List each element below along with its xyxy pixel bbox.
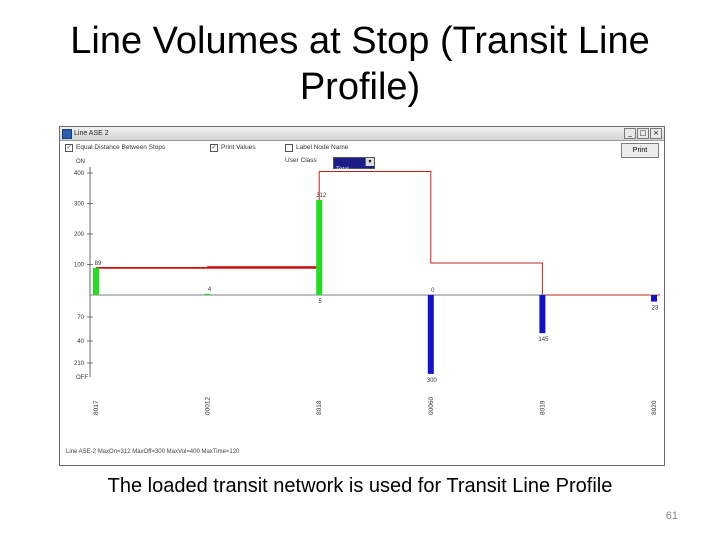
app-icon (62, 129, 72, 139)
minimize-button[interactable]: _ (624, 128, 636, 139)
stop-label: 00012 (205, 397, 212, 415)
off-value-label: 23 (652, 306, 659, 312)
window-titlebar[interactable]: Line ASE 2 _ □ × (60, 127, 664, 141)
option-equal-distance-label: Equal Distance Between Stops (76, 144, 166, 151)
on-value-label: 4 (208, 287, 212, 293)
on-bar (204, 293, 211, 295)
checkbox-unchecked-icon[interactable] (285, 143, 293, 152)
slide-title: Line Volumes at Stop (Transit Line Profi… (20, 18, 700, 110)
window-controls: _ □ × (624, 128, 662, 139)
off-bar (427, 295, 434, 374)
y-axis-title-on: ON (76, 159, 85, 165)
user-class-select[interactable]: Total (333, 157, 375, 173)
option-print-values[interactable]: ✓ Print Values (210, 143, 256, 152)
off-value-label: 5 (319, 299, 323, 305)
stop-label: 8017 (93, 400, 100, 415)
option-equal-distance[interactable]: ✓ Equal Distance Between Stops (65, 143, 165, 152)
y-axis-title-off: OFF (76, 375, 88, 381)
status-footer: Line ASE-2 MaxOn=312 MaxOff=300 MaxVol=4… (66, 449, 240, 455)
stop-label: 8019 (539, 400, 546, 415)
off-value-label: 145 (538, 337, 549, 343)
option-label-node-name-label: Label Node Name (296, 144, 349, 151)
print-button[interactable]: Print (621, 143, 659, 158)
user-class-label: User Class (285, 157, 317, 164)
stop-label: 8018 (316, 400, 323, 415)
slide-title-line1: Line Volumes at Stop (Transit Line (70, 20, 650, 62)
option-print-values-label: Print Values (221, 144, 256, 151)
maximize-button[interactable]: □ (637, 128, 649, 139)
slide-caption: The loaded transit network is used for T… (107, 475, 613, 497)
on-bar (316, 199, 323, 295)
close-button[interactable]: × (650, 128, 662, 139)
y-tick-label: 210 (74, 361, 85, 367)
on-value-label: 0 (431, 288, 435, 294)
y-tick-label: 70 (77, 315, 84, 321)
page-number: 61 (665, 510, 678, 522)
checkbox-checked-icon[interactable]: ✓ (210, 143, 218, 152)
slide-title-line2: Profile) (299, 66, 421, 108)
y-tick-label: 200 (74, 232, 85, 238)
off-bar (651, 295, 657, 302)
stop-label: 8020 (651, 400, 658, 415)
checkbox-checked-icon[interactable]: ✓ (65, 143, 73, 152)
on-value-label: 312 (316, 193, 327, 199)
off-value-label: 300 (427, 378, 438, 384)
user-class-value: Total (336, 167, 349, 173)
y-tick-label: 400 (74, 171, 85, 177)
window-title: Line ASE 2 (74, 130, 109, 137)
load-profile-line (96, 170, 660, 296)
on-bar (93, 267, 99, 295)
y-tick-label: 40 (77, 339, 84, 345)
y-tick-label: 100 (74, 263, 85, 269)
y-tick-label: 300 (74, 202, 85, 208)
off-bar (539, 295, 546, 334)
line-profile-chart: ON 400 300 200 100 70 40 210 OFF 89 4 312 0 5 300 145 23… (74, 159, 660, 415)
chevron-down-icon[interactable]: ▼ (365, 158, 374, 166)
line-profile-window: Line ASE 2 _ □ × ✓ Equal Distance Betwee… (59, 126, 665, 466)
on-value-label: 89 (95, 261, 102, 267)
stop-label: 00060 (428, 397, 435, 415)
option-label-node-name[interactable]: Label Node Name (285, 143, 348, 152)
